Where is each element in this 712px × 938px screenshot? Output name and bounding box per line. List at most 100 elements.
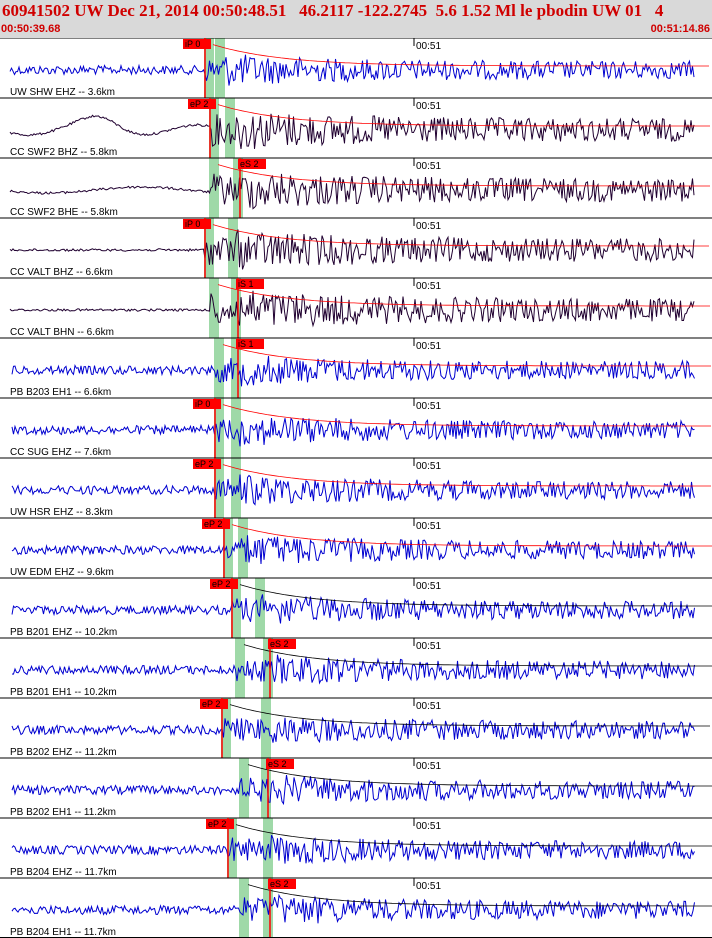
waveform-trace bbox=[11, 654, 695, 685]
station-label: CC VALT BHZ -- 6.6km bbox=[10, 267, 113, 278]
p-window bbox=[221, 698, 231, 758]
coda-curve bbox=[231, 524, 712, 547]
minute-label: 00:51 bbox=[416, 461, 441, 472]
minute-label: 00:51 bbox=[416, 41, 441, 52]
p-pick-flag bbox=[206, 819, 234, 829]
s-window bbox=[228, 218, 238, 278]
station-label: PB B202 EH1 -- 11.2km bbox=[10, 807, 116, 818]
station-label: CC VALT BHN -- 6.6km bbox=[10, 327, 114, 338]
minute-label: 00:51 bbox=[416, 221, 441, 232]
p-window bbox=[239, 758, 249, 818]
p-pick-flag bbox=[193, 399, 221, 409]
s-pick-label: eS 2 bbox=[270, 879, 289, 889]
minute-label: 00:51 bbox=[416, 521, 441, 532]
waveform-trace bbox=[9, 54, 695, 86]
station-label: CC SUG EHZ -- 7.6km bbox=[10, 447, 111, 458]
p-pick-label: iP 0 bbox=[185, 39, 200, 49]
seismogram-panel[interactable]: iP 0 00:51 UW SHW EHZ -- 3.6km eP 2 00:51 CC … bbox=[0, 38, 712, 938]
station-label: PB B201 EHZ -- 10.2km bbox=[10, 627, 117, 638]
station-label: CC SWF2 BHZ -- 5.8km bbox=[10, 147, 117, 158]
p-pick-flag bbox=[210, 579, 238, 589]
p-pick-label: eP 2 bbox=[212, 579, 230, 589]
s-window bbox=[263, 878, 273, 938]
s-pick-label: eS 2 bbox=[270, 639, 289, 649]
station-label: CC SWF2 BHE -- 5.8km bbox=[10, 207, 118, 218]
coda-curve bbox=[217, 284, 710, 307]
station-label: PB B204 EH1 -- 11.7km bbox=[10, 927, 116, 938]
s-window bbox=[233, 158, 243, 218]
p-window bbox=[209, 158, 219, 218]
minute-label: 00:51 bbox=[416, 761, 441, 772]
coda-curve bbox=[229, 704, 710, 727]
minute-label: 00:51 bbox=[416, 701, 441, 712]
minute-label: 00:51 bbox=[416, 101, 441, 112]
coda-curve bbox=[239, 584, 712, 607]
s-window bbox=[238, 518, 248, 578]
p-window bbox=[214, 458, 224, 518]
station-label: UW EDM EHZ -- 9.6km bbox=[10, 567, 114, 578]
minute-label: 00:51 bbox=[416, 161, 441, 172]
s-pick-label: eS 2 bbox=[268, 759, 287, 769]
s-window bbox=[263, 638, 273, 698]
station-label: PB B202 EHZ -- 11.2km bbox=[10, 747, 117, 758]
s-window bbox=[261, 758, 271, 818]
coda-curve bbox=[217, 164, 710, 187]
p-pick-label: eP 2 bbox=[190, 99, 208, 109]
coda-curve bbox=[247, 884, 712, 907]
p-window bbox=[223, 518, 233, 578]
s-pick-flag bbox=[236, 279, 264, 289]
s-window bbox=[231, 338, 241, 398]
p-pick-flag bbox=[188, 99, 216, 109]
waveform-trace bbox=[11, 834, 695, 865]
coda-curve bbox=[222, 344, 711, 367]
s-pick-label: iS 1 bbox=[238, 279, 254, 289]
coda-curve bbox=[222, 464, 711, 487]
p-window bbox=[214, 338, 224, 398]
minute-label: 00:51 bbox=[416, 581, 441, 592]
minute-label: 00:51 bbox=[416, 341, 441, 352]
waveform-trace bbox=[11, 474, 695, 506]
p-pick-label: eP 2 bbox=[195, 459, 213, 469]
p-pick-label: iP 0 bbox=[185, 219, 200, 229]
waveform-trace bbox=[9, 173, 695, 210]
p-window bbox=[231, 578, 241, 638]
minute-label: 00:51 bbox=[416, 821, 441, 832]
waveform-trace bbox=[11, 535, 695, 565]
waveform-trace bbox=[11, 416, 695, 447]
s-window bbox=[225, 98, 235, 158]
s-pick-label: iS 1 bbox=[238, 339, 254, 349]
s-window bbox=[263, 818, 273, 878]
p-pick-flag bbox=[200, 699, 228, 709]
p-pick-label: iP 0 bbox=[195, 399, 210, 409]
minute-label: 00:51 bbox=[416, 641, 441, 652]
p-pick-flag bbox=[193, 459, 221, 469]
s-window bbox=[231, 458, 241, 518]
p-pick-flag bbox=[202, 519, 230, 529]
window-start-time: 00:50:39.68 bbox=[1, 23, 61, 35]
coda-curve bbox=[247, 764, 712, 787]
station-label: PB B201 EH1 -- 10.2km bbox=[10, 687, 117, 698]
p-pick-label: eP 2 bbox=[202, 699, 220, 709]
p-pick-label: eP 2 bbox=[204, 519, 222, 529]
coda-curve bbox=[243, 644, 712, 667]
waveform-trace bbox=[9, 113, 695, 149]
waveform-trace bbox=[11, 594, 695, 624]
waveform-trace bbox=[11, 716, 695, 744]
waveform-trace bbox=[9, 290, 695, 328]
seismogram-canvas[interactable]: iP 0 00:51 UW SHW EHZ -- 3.6km eP 2 00:51 CC … bbox=[0, 38, 712, 938]
p-window bbox=[227, 818, 237, 878]
minute-label: 00:51 bbox=[416, 881, 441, 892]
s-pick-flag bbox=[238, 159, 266, 169]
p-pick-label: eP 2 bbox=[208, 819, 226, 829]
minute-label: 00:51 bbox=[416, 281, 441, 292]
s-window bbox=[231, 398, 241, 458]
station-label: PB B204 EHZ -- 11.7km bbox=[10, 867, 117, 878]
waveform-trace bbox=[11, 893, 695, 924]
window-end-time: 00:51:14.86 bbox=[650, 23, 710, 35]
p-window bbox=[214, 398, 224, 458]
waveform-trace bbox=[11, 775, 695, 806]
waveform-trace bbox=[11, 355, 695, 387]
p-window bbox=[235, 638, 245, 698]
p-pick-flag bbox=[183, 219, 211, 229]
coda-curve bbox=[235, 824, 712, 847]
